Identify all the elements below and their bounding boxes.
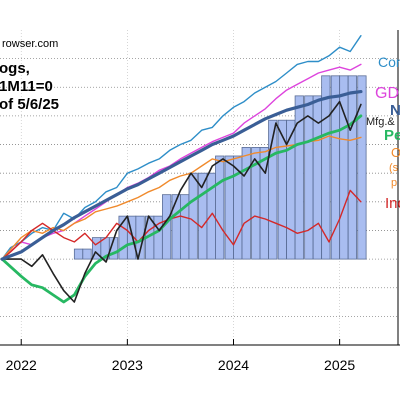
series-line (1, 35, 362, 260)
series-line (0, 114, 363, 304)
bar (215, 155, 225, 260)
series-label: Con (378, 54, 400, 70)
bar (73, 248, 84, 260)
series-label: Ind (385, 195, 400, 212)
line-series (0, 35, 363, 304)
note-line-1: ogs, (0, 60, 30, 77)
bar (188, 172, 198, 260)
x-tick-label: 2023 (112, 357, 143, 373)
bar (294, 95, 304, 260)
source-text: rowser.com (2, 38, 58, 50)
bar (171, 194, 181, 260)
series-label: Pe (384, 127, 400, 144)
note-line-3: of 5/6/25 (0, 96, 59, 113)
extra-label: p (391, 177, 397, 189)
series-line (1, 189, 362, 260)
extra-label: (s (389, 162, 399, 174)
x-axis-ticks: 2022 2023 2024 2025 (6, 339, 355, 373)
series-line (1, 100, 362, 303)
x-tick-label: 2022 (6, 357, 37, 373)
x-tick-label: 2025 (324, 357, 355, 373)
bar (304, 95, 314, 260)
bar-series (73, 75, 367, 260)
bar (268, 119, 278, 260)
series-label: Mfg.& (366, 116, 395, 128)
series-label: N (390, 102, 400, 119)
bar (347, 75, 357, 260)
bar (357, 75, 367, 260)
bar (241, 147, 251, 260)
series-label: O (391, 145, 400, 160)
note-line-2: 1M11=0 (0, 78, 53, 95)
series-line (0, 89, 363, 261)
series-label: GD (375, 85, 399, 102)
x-tick-label: 2024 (218, 357, 249, 373)
bar (321, 75, 331, 260)
bar (82, 248, 92, 260)
